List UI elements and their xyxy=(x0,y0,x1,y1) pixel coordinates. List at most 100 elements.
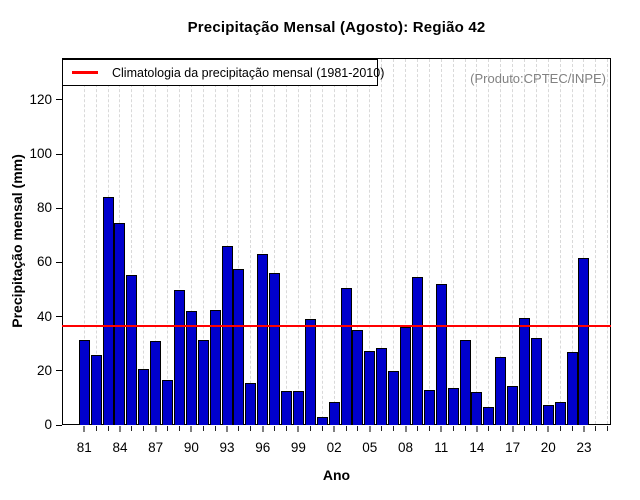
gridline xyxy=(405,59,407,424)
bar-1987 xyxy=(150,341,162,425)
gridline xyxy=(428,59,430,424)
y-tick xyxy=(56,424,62,426)
x-tick-major xyxy=(547,426,550,432)
x-tick-major xyxy=(118,426,121,432)
legend-label: Climatologia da precipitação mensal (198… xyxy=(112,65,385,80)
bar-1988 xyxy=(162,380,174,425)
legend-line-sample xyxy=(72,71,98,74)
bar-1993 xyxy=(221,246,233,425)
x-tick xyxy=(250,426,252,431)
bar-2000 xyxy=(304,319,316,425)
gridline xyxy=(583,59,585,424)
x-tick xyxy=(381,426,383,431)
gridline xyxy=(535,59,537,424)
x-tick-label: 87 xyxy=(148,440,164,455)
bar-1997 xyxy=(269,273,281,425)
bar-2003 xyxy=(340,288,352,425)
y-tick xyxy=(56,153,62,155)
x-tick xyxy=(95,426,97,431)
bar-2013 xyxy=(459,339,471,425)
y-tick-label: 0 xyxy=(44,417,52,432)
x-tick xyxy=(143,426,145,431)
y-tick xyxy=(56,370,62,372)
x-tick-major xyxy=(226,426,229,432)
x-tick-major xyxy=(333,426,336,432)
gridline xyxy=(95,59,97,424)
bar-2018 xyxy=(518,318,530,425)
x-tick xyxy=(571,426,573,431)
bar-2007 xyxy=(388,370,400,425)
bar-1990 xyxy=(185,311,197,425)
x-tick xyxy=(559,426,561,431)
x-tick xyxy=(286,426,288,431)
x-tick-label: 02 xyxy=(326,440,342,455)
x-tick xyxy=(428,426,430,431)
gridline xyxy=(155,59,157,424)
bar-1982 xyxy=(90,354,102,425)
y-tick xyxy=(56,261,62,263)
x-tick-major xyxy=(368,426,371,432)
x-tick-label: 11 xyxy=(434,440,449,455)
x-tick xyxy=(500,426,502,431)
x-tick xyxy=(274,426,276,431)
gridline xyxy=(452,59,454,424)
bar-1989 xyxy=(173,289,185,425)
gridline xyxy=(321,59,323,424)
gridline xyxy=(286,59,288,424)
x-tick xyxy=(464,426,466,431)
x-tick-major xyxy=(154,426,157,432)
gridline xyxy=(274,59,276,424)
x-tick xyxy=(345,426,347,431)
x-tick xyxy=(167,426,169,431)
x-tick-major xyxy=(261,426,264,432)
y-axis-title-text: Precipitação mensal (mm) xyxy=(9,154,25,328)
bar-1985 xyxy=(126,274,138,425)
gridline xyxy=(523,59,525,424)
gridline xyxy=(488,59,490,424)
x-tick-major xyxy=(511,426,514,432)
bar-2006 xyxy=(376,347,388,425)
bar-2022 xyxy=(566,351,578,425)
bar-1994 xyxy=(233,269,245,425)
gridline xyxy=(595,59,597,424)
x-tick-major xyxy=(440,426,443,432)
bar-1983 xyxy=(102,197,114,425)
bar-2021 xyxy=(554,401,566,425)
gridline xyxy=(381,59,383,424)
gridline xyxy=(83,59,85,424)
y-tick xyxy=(56,99,62,101)
x-tick xyxy=(202,426,204,431)
x-tick xyxy=(607,426,609,431)
bar-1998 xyxy=(281,391,293,425)
gridline xyxy=(440,59,442,424)
legend-box: Climatologia da precipitação mensal (198… xyxy=(62,59,384,86)
y-tick-label: 60 xyxy=(36,254,52,270)
bar-2023 xyxy=(578,258,590,425)
x-tick xyxy=(238,426,240,431)
x-tick xyxy=(107,426,109,431)
x-tick-label: 81 xyxy=(76,440,92,455)
gridline xyxy=(250,59,252,424)
y-tick-label: 120 xyxy=(29,91,52,107)
x-tick-label: 20 xyxy=(540,440,556,455)
x-tick xyxy=(416,426,418,431)
chart-title: Precipitação Mensal (Agosto): Região 42 xyxy=(187,19,486,36)
x-tick xyxy=(535,426,537,431)
bar-1981 xyxy=(78,339,90,425)
x-tick-label: 96 xyxy=(255,440,271,455)
y-tick-label: 20 xyxy=(36,362,52,378)
bar-1986 xyxy=(138,369,150,425)
bar-1999 xyxy=(292,391,304,425)
gridline xyxy=(202,59,204,424)
x-tick-label: 08 xyxy=(398,440,414,455)
x-tick-major xyxy=(475,426,478,432)
gridline xyxy=(559,59,561,424)
x-tick-major xyxy=(297,426,300,432)
gridline xyxy=(369,59,371,424)
gridline xyxy=(416,59,418,424)
gridline xyxy=(476,59,478,424)
bar-2004 xyxy=(352,330,364,425)
bar-2009 xyxy=(411,277,423,425)
x-tick xyxy=(452,426,454,431)
x-tick-label: 23 xyxy=(576,440,592,455)
